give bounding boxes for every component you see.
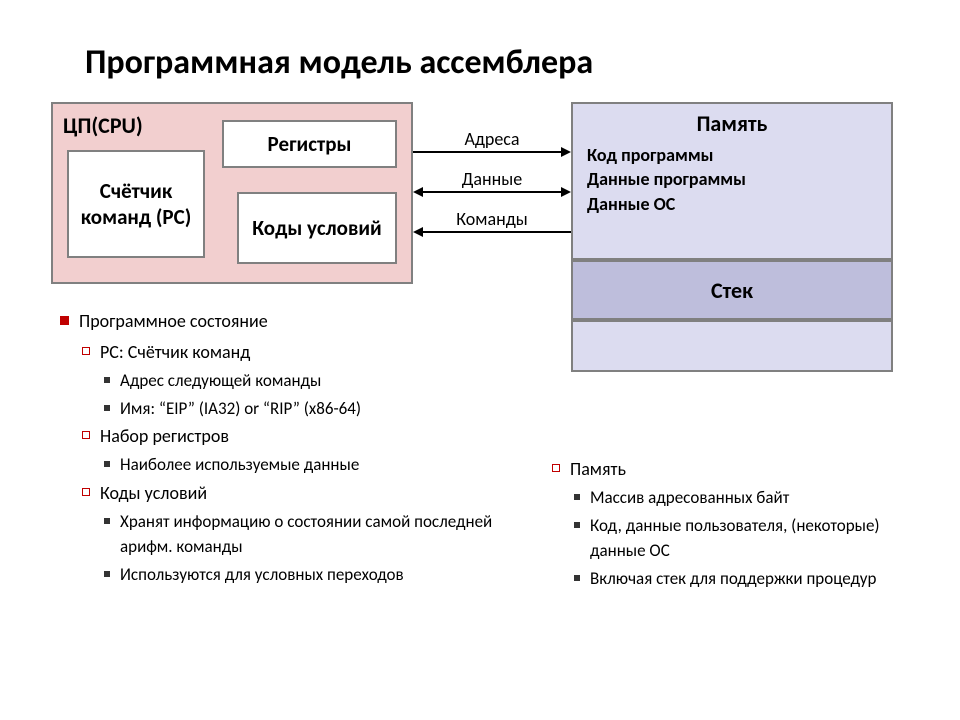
bullet-square-icon (60, 316, 69, 325)
bullet-text: Адрес следующей команды (120, 368, 321, 394)
bullet-l3: Используются для условных переходов (104, 562, 520, 588)
bullet-text: Используются для условных переходов (120, 562, 404, 588)
memory-box: Память Код программыДанные программыДанн… (571, 102, 893, 260)
ccodes-box: Коды условий (237, 192, 397, 264)
bullet-l3: Массив адресованных байт (574, 485, 930, 511)
bullet-square-icon (104, 518, 110, 524)
bullet-l3: Имя: “EIP” (IA32) or “RIP” (x86-64) (104, 396, 520, 422)
bullet-square-icon (104, 405, 110, 411)
bullet-text: Хранят информацию о состоянии самой посл… (120, 509, 520, 560)
right-bullets: ПамятьМассив адресованных байтКод, данны… (530, 456, 930, 593)
bullet-l2: Память (552, 456, 930, 483)
bullet-l3: Наиболее используемые данные (104, 452, 520, 478)
bullet-l3: Хранят информацию о состоянии самой посл… (104, 509, 520, 560)
bullet-square-icon (574, 494, 580, 500)
bullet-square-icon (104, 461, 110, 467)
pc-label: Счётчик команд (PC) (69, 178, 203, 230)
bullet-square-icon (82, 347, 90, 355)
stack-label: Стек (711, 277, 753, 304)
bullet-square-icon (82, 488, 90, 496)
memory-line: Код программы (587, 143, 877, 167)
bullet-l3: Включая стек для поддержки процедур (574, 566, 930, 592)
bullet-square-icon (574, 522, 580, 528)
bullet-square-icon (574, 575, 580, 581)
memory-line: Данные ОС (587, 192, 877, 216)
bullet-text: Программное состояние (79, 308, 268, 335)
bullet-text: Коды условий (100, 480, 207, 507)
bullet-l2: PC: Счётчик команд (82, 339, 520, 366)
empty-box (571, 320, 893, 372)
memory-header: Память (573, 104, 891, 139)
bullet-square-icon (104, 571, 110, 577)
bullet-l2: Набор регистров (82, 423, 520, 450)
bullet-square-icon (104, 377, 110, 383)
bullet-l3: Адрес следующей команды (104, 368, 520, 394)
bullet-square-icon (552, 464, 560, 472)
arrow-label: Команды (413, 208, 571, 230)
arrow-line (413, 151, 561, 153)
bullet-text: Имя: “EIP” (IA32) or “RIP” (x86-64) (120, 396, 361, 422)
bullet-l3: Код, данные пользователя, (некоторые) да… (574, 513, 930, 564)
arrow-label: Адреса (413, 128, 571, 150)
pc-box: Счётчик команд (PC) (67, 150, 205, 258)
bullet-l1: Программное состояние (60, 308, 520, 335)
page-title: Программная модель ассемблера (85, 42, 593, 83)
registers-box: Регистры (222, 120, 397, 168)
bullet-text: Память (570, 456, 626, 483)
bullet-text: Код, данные пользователя, (некоторые) да… (590, 513, 930, 564)
ccodes-label: Коды условий (252, 215, 381, 241)
stack-box: Стек (571, 260, 893, 320)
bullet-l2: Коды условий (82, 480, 520, 507)
memory-content: Код программыДанные программыДанные ОС (573, 139, 891, 224)
bullet-text: PC: Счётчик команд (100, 339, 250, 366)
registers-label: Регистры (268, 131, 352, 157)
arrow-label: Данные (413, 168, 571, 190)
arrow-line (423, 231, 571, 233)
bullet-square-icon (82, 431, 90, 439)
bullet-text: Набор регистров (100, 423, 229, 450)
bullet-text: Массив адресованных байт (590, 485, 789, 511)
bullet-text: Наиболее используемые данные (120, 452, 359, 478)
memory-line: Данные программы (587, 167, 877, 191)
arrow-line (423, 191, 561, 193)
bullet-text: Включая стек для поддержки процедур (590, 566, 876, 592)
left-bullets: Программное состояние PC: Счётчик командА… (60, 308, 520, 589)
